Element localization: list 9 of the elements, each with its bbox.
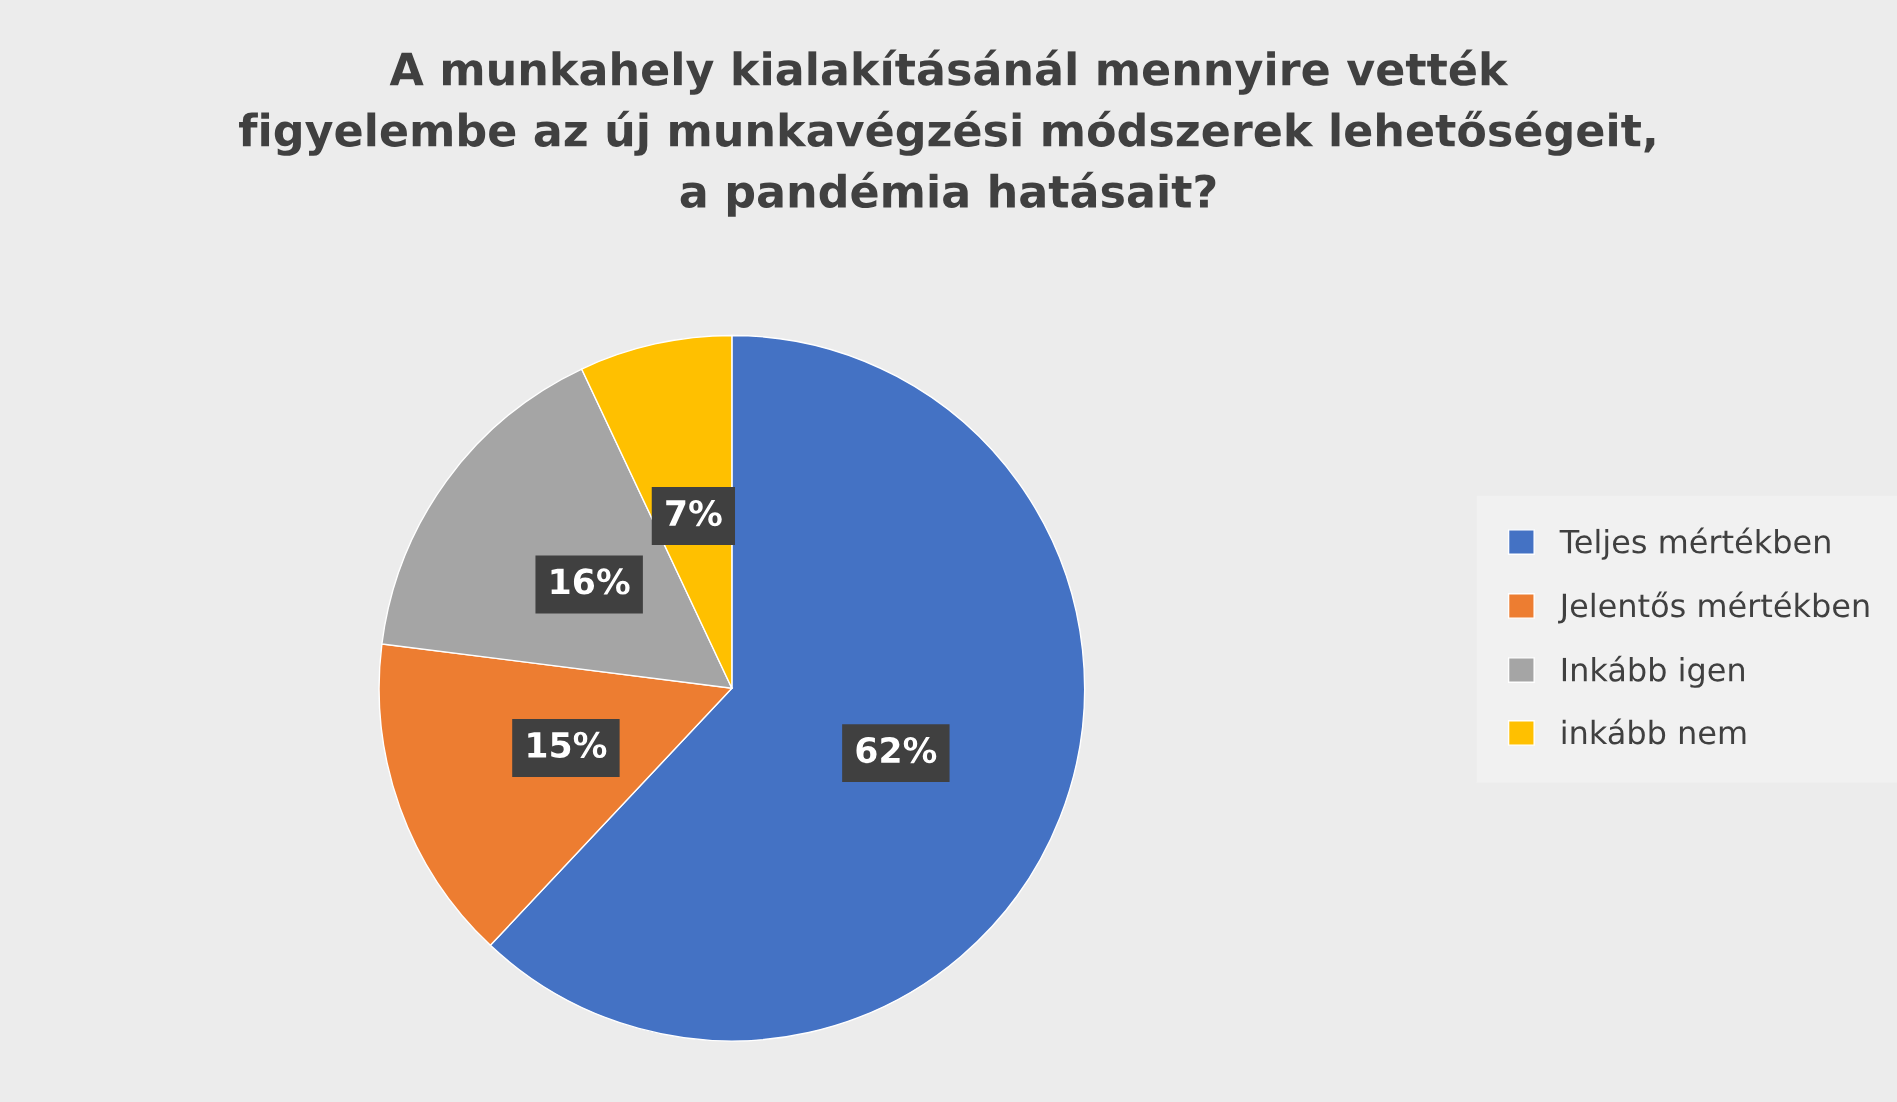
legend-label: Inkább igen <box>1562 655 1744 688</box>
data-label: 7% <box>666 499 722 527</box>
data-label: 16% <box>551 568 630 595</box>
legend-label: Teljes mértékben <box>1559 527 1830 560</box>
legend-label: Jelentős mértékben <box>1558 591 1869 624</box>
chart-title: A munkahely kialakításánál mennyire vették figyelembe az új munkavégzési módszerek lehetőségeit, a pandémia hatásait? <box>239 49 1655 217</box>
data-label: 62% <box>856 736 937 764</box>
data-label: 15% <box>528 731 607 759</box>
legend-label: inkább nem <box>1562 718 1746 745</box>
